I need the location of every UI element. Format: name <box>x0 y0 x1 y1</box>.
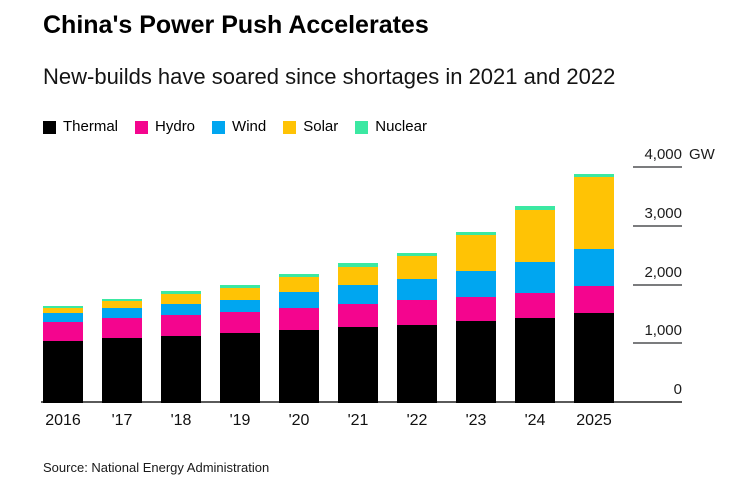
legend-label: Wind <box>232 118 267 135</box>
y-tick-label: 1,000 <box>644 322 682 340</box>
y-tick-line <box>633 166 682 168</box>
bar-segment-hydro <box>456 296 496 322</box>
bar-segment-solar <box>43 308 83 313</box>
bar-segment-nuclear <box>397 252 437 256</box>
bar-segment-nuclear <box>43 306 83 309</box>
x-axis-label: '19 <box>229 412 251 429</box>
bar-segment-thermal <box>102 338 142 403</box>
bar-segment-solar <box>397 255 437 279</box>
legend-label: Solar <box>303 118 339 135</box>
y-tick-line <box>633 224 682 227</box>
bar-segment-wind <box>397 278 437 301</box>
y-tick-line <box>633 342 682 345</box>
legend-label: Nuclear <box>375 118 427 135</box>
x-axis-label: '24 <box>524 412 546 429</box>
y-tick-label: 0 <box>673 381 682 398</box>
legend-item-solar: Solar <box>283 119 338 135</box>
bar-segment-thermal <box>279 329 319 403</box>
bar-segment-wind <box>456 270 496 297</box>
bar-segment-solar <box>574 177 614 250</box>
legend-swatch-solar-icon <box>283 120 297 134</box>
bar-segment-hydro <box>161 315 201 336</box>
bar-segment-hydro <box>102 317 142 338</box>
legend-item-thermal: Thermal <box>43 119 118 135</box>
legend-label: Thermal <box>63 118 119 135</box>
bar-segment-wind <box>43 312 83 322</box>
bar-segment-thermal <box>220 333 260 403</box>
bar-segment-nuclear <box>574 173 614 178</box>
bar-segment-wind <box>574 249 614 287</box>
y-tick-label: 4,000 <box>644 146 682 163</box>
bar-segment-thermal <box>161 335 201 403</box>
x-axis-label: '22 <box>406 412 428 429</box>
legend-label: Hydro <box>155 118 196 135</box>
bar-segment-wind <box>161 304 201 316</box>
x-axis-label: '23 <box>465 412 487 429</box>
bar-segment-thermal <box>397 324 437 403</box>
bar-segment-thermal <box>456 321 496 403</box>
bar-segment-nuclear <box>515 206 555 210</box>
bar-segment-thermal <box>43 341 83 403</box>
x-axis-label: 2016 <box>45 412 81 429</box>
bar-segment-hydro <box>338 303 378 327</box>
bar-segment-solar <box>456 234 496 271</box>
bar-segment-nuclear <box>102 298 142 301</box>
y-axis-unit-label: GW <box>689 146 715 163</box>
y-tick-line <box>633 283 682 286</box>
bar-segment-thermal <box>515 318 555 403</box>
x-axis-label: '21 <box>347 412 369 429</box>
bar-segment-solar <box>279 276 319 292</box>
legend-swatch-hydro-icon <box>135 120 149 134</box>
legend-swatch-nuclear-icon <box>355 120 369 134</box>
y-tick-label: 3,000 <box>644 204 682 222</box>
bar-segment-hydro <box>574 286 614 313</box>
bar-segment-wind <box>102 308 142 318</box>
bar-segment-solar <box>338 266 378 285</box>
x-axis-label: '18 <box>170 412 192 429</box>
legend-item-nuclear: Nuclear <box>355 119 427 135</box>
bar-segment-nuclear <box>161 291 201 295</box>
bar-segment-wind <box>515 261 555 293</box>
bar-segment-hydro <box>279 308 319 330</box>
legend-swatch-wind-icon <box>212 120 226 134</box>
bar-segment-nuclear <box>220 284 260 288</box>
bar-segment-wind <box>338 284 378 304</box>
bar-segment-solar <box>220 287 260 300</box>
bar-segment-wind <box>279 291 319 309</box>
bar-segment-solar <box>515 209 555 262</box>
bar-segment-hydro <box>220 312 260 334</box>
x-axis-label: 2025 <box>576 412 612 429</box>
y-tick-label: 2,000 <box>644 263 682 281</box>
legend: Thermal Hydro Wind Solar Nuclear <box>43 119 427 135</box>
bar-segment-hydro <box>43 321 83 342</box>
x-axis-label: '17 <box>111 412 133 429</box>
bar-segment-nuclear <box>456 231 496 235</box>
chart-title: China's Power Push Accelerates <box>43 11 429 39</box>
bar-segment-nuclear <box>338 263 378 267</box>
bar-segment-hydro <box>515 292 555 319</box>
bar-segment-thermal <box>574 312 614 403</box>
bar-segment-nuclear <box>279 273 319 277</box>
legend-item-hydro: Hydro <box>135 119 195 135</box>
legend-swatch-thermal-icon <box>43 120 56 134</box>
chart-subtitle: New-builds have soared since shortages i… <box>43 64 616 89</box>
bar-segment-wind <box>220 299 260 313</box>
source-note: Source: National Energy Administration <box>43 460 270 475</box>
x-axis-label: '20 <box>288 412 310 429</box>
legend-item-wind: Wind <box>212 119 266 135</box>
bar-segment-thermal <box>338 326 378 403</box>
bar-segment-solar <box>102 300 142 309</box>
bar-segment-hydro <box>397 300 437 325</box>
bar-segment-solar <box>161 294 201 305</box>
